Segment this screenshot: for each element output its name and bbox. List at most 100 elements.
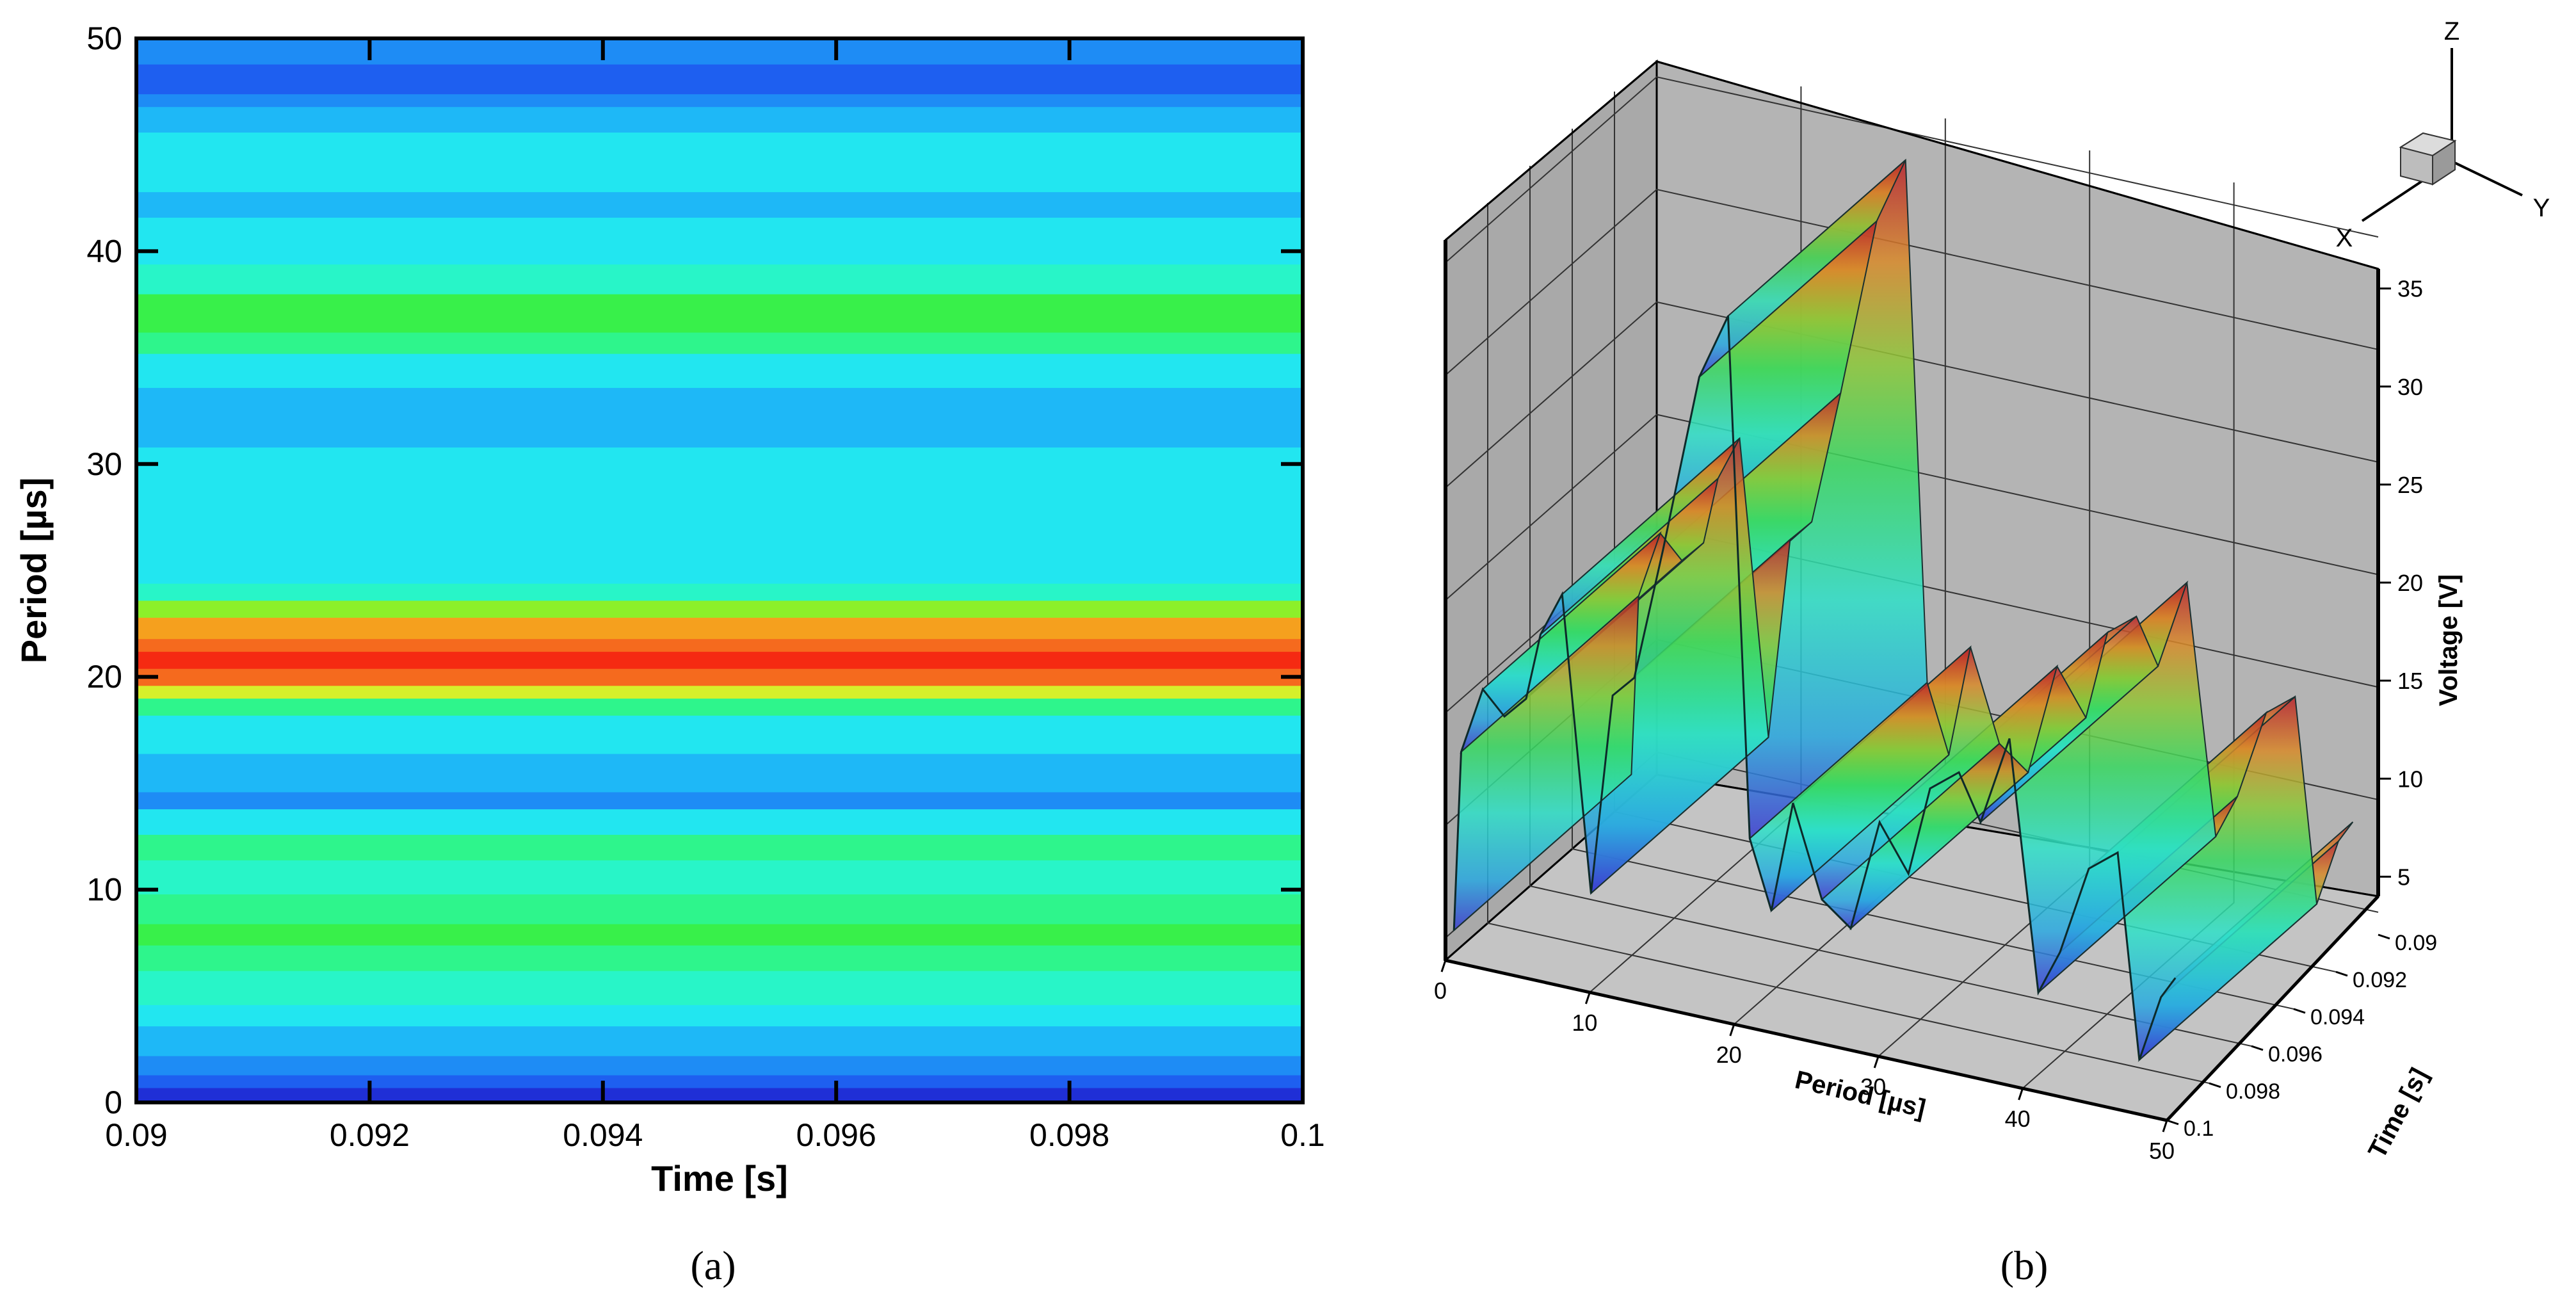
surface-time-axis-label: Time [s]	[2363, 1063, 2434, 1163]
time-tick-label-3: 0.096	[2268, 1042, 2322, 1067]
heatmap-band-15	[136, 698, 1303, 716]
z-tick-label-1: 10	[2397, 766, 2423, 792]
heatmap-y-tick-label-1: 10	[86, 872, 122, 908]
heatmap-band-31	[136, 132, 1303, 193]
heatmap-band-23	[136, 447, 1303, 584]
heatmap-x-ticks: 0.09 0.092 0.094 0.096 0.098 0.1	[105, 38, 1325, 1153]
heatmap-band-30	[136, 191, 1303, 218]
frame-edge-front	[1445, 958, 2168, 1122]
z-tick-label-6: 35	[2397, 276, 2423, 302]
panel-a-caption: (a)	[690, 1243, 736, 1288]
voltage-surface	[1453, 158, 2354, 1062]
time-tick-label-1: 0.092	[2353, 968, 2407, 992]
surface-front-edge	[1453, 315, 2177, 1061]
heatmap-band-19	[136, 638, 1303, 652]
grid-time-2	[1529, 166, 2252, 1047]
heatmap-band-11	[136, 809, 1303, 835]
heatmap-band-1	[136, 1074, 1303, 1088]
heatmap-band-13	[136, 753, 1303, 793]
heatmap-band-26	[136, 332, 1303, 354]
triad-y-label: Y	[2533, 194, 2550, 222]
heatmap-y-tick-label-4: 40	[86, 233, 122, 269]
heatmap-y-tick-label-2: 20	[86, 659, 122, 695]
z-tick-label-3: 20	[2397, 570, 2423, 596]
period-tick-mark-1	[1584, 992, 1591, 1004]
heatmap-y-tick-label-0: 0	[104, 1085, 122, 1120]
heatmap-band-24	[136, 387, 1303, 448]
heatmap-band-33	[136, 93, 1303, 108]
frame-edge-top	[1656, 60, 2379, 270]
triad-x-label: X	[2336, 224, 2353, 252]
period-tick-label-4: 40	[2005, 1106, 2031, 1132]
heatmap-bands	[136, 38, 1303, 1103]
heatmap-x-tick-label-0: 0.09	[105, 1117, 167, 1153]
heatmap-band-5	[136, 970, 1303, 1005]
heatmap-x-tick-label-1: 0.092	[330, 1117, 410, 1153]
heatmap-band-27	[136, 293, 1303, 333]
z-tick-label-0: 5	[2397, 864, 2410, 890]
heatmap-y-axis-label: Period [µs]	[13, 478, 54, 664]
heatmap-band-12	[136, 791, 1303, 810]
period-tick-label-1: 10	[1572, 1010, 1597, 1036]
heatmap-y-tick-label-3: 30	[86, 446, 122, 482]
heatmap-band-25	[136, 353, 1303, 388]
time-tick-label-4: 0.098	[2226, 1079, 2280, 1104]
heatmap-band-34	[136, 63, 1303, 95]
surface-time-ticks: 0.09 0.092 0.094 0.096 0.098 0.1	[2166, 931, 2437, 1141]
surface-z-ticks: 5 10 15 20 25 30 35	[2378, 276, 2423, 890]
heatmap-band-2	[136, 1055, 1303, 1076]
frame-edge-time	[2166, 895, 2379, 1122]
time-tick-mark-4	[2209, 1082, 2221, 1088]
time-tick-mark-5	[2166, 1119, 2179, 1125]
panel-a-heatmap: 0.09 0.092 0.094 0.096 0.098 0.1 01020304050 …	[13, 20, 1325, 1198]
heatmap-band-4	[136, 1004, 1303, 1027]
grid-voltage-6	[1445, 76, 2379, 263]
period-tick-mark-5	[2162, 1120, 2168, 1133]
time-tick-label-2: 0.094	[2310, 1005, 2365, 1029]
panel-b-caption: (b)	[2000, 1243, 2049, 1288]
heatmap-band-35	[136, 38, 1303, 65]
period-tick-label-2: 20	[1716, 1042, 1742, 1068]
time-tick-mark-0	[2378, 933, 2390, 940]
z-tick-label-5: 30	[2397, 374, 2423, 400]
heatmap-band-28	[136, 264, 1303, 294]
heatmap-x-tick-label-3: 0.096	[796, 1117, 876, 1153]
triad-z-label: Z	[2444, 17, 2459, 45]
time-tick-label-0: 0.09	[2395, 931, 2437, 955]
heatmap-y-ticks: 0 10 20 30 40 50	[86, 20, 1303, 1120]
grid-voltage-5	[1445, 188, 2379, 376]
period-tick-mark-2	[1729, 1024, 1735, 1037]
heatmap-x-tick-label-4: 0.098	[1029, 1117, 1109, 1153]
heatmap-band-9	[136, 860, 1303, 895]
time-tick-mark-3	[2251, 1045, 2264, 1051]
heatmap-band-22	[136, 583, 1303, 601]
grid-voltage-4	[1445, 301, 2379, 488]
heatmap-band-21	[136, 600, 1303, 618]
heatmap-band-8	[136, 894, 1303, 924]
time-tick-mark-1	[2335, 971, 2348, 977]
surface-voltage-axis-label: Voltage [V]	[2435, 574, 2463, 706]
panel-b-surface: 5 10 15 20 25 30 35 0 10 20 30 40 50 0.09 0.092 0.094…	[1434, 17, 2550, 1164]
grid-voltage-3	[1445, 414, 2379, 601]
heatmap-band-10	[136, 834, 1303, 860]
time-tick-mark-2	[2293, 1008, 2306, 1014]
period-tick-label-0: 0	[1434, 978, 1447, 1004]
heatmap-band-18	[136, 651, 1303, 669]
z-tick-label-4: 25	[2397, 472, 2423, 498]
period-tick-label-5: 50	[2149, 1138, 2175, 1164]
period-tick-mark-3	[1873, 1056, 1880, 1069]
grid-time-1	[1487, 203, 2210, 1084]
heatmap-band-29	[136, 217, 1303, 265]
axis-orientation-triad: Z Y X	[2336, 17, 2550, 252]
heatmap-band-16	[136, 685, 1303, 699]
time-tick-label-5: 0.1	[2184, 1117, 2214, 1141]
heatmap-band-0	[136, 1087, 1303, 1103]
z-tick-label-2: 15	[2397, 668, 2423, 694]
heatmap-band-20	[136, 617, 1303, 640]
period-tick-mark-0	[1440, 960, 1447, 972]
period-tick-mark-4	[2018, 1088, 2024, 1101]
heatmap-x-axis-label: Time [s]	[651, 1158, 788, 1198]
heatmap-band-32	[136, 106, 1303, 133]
